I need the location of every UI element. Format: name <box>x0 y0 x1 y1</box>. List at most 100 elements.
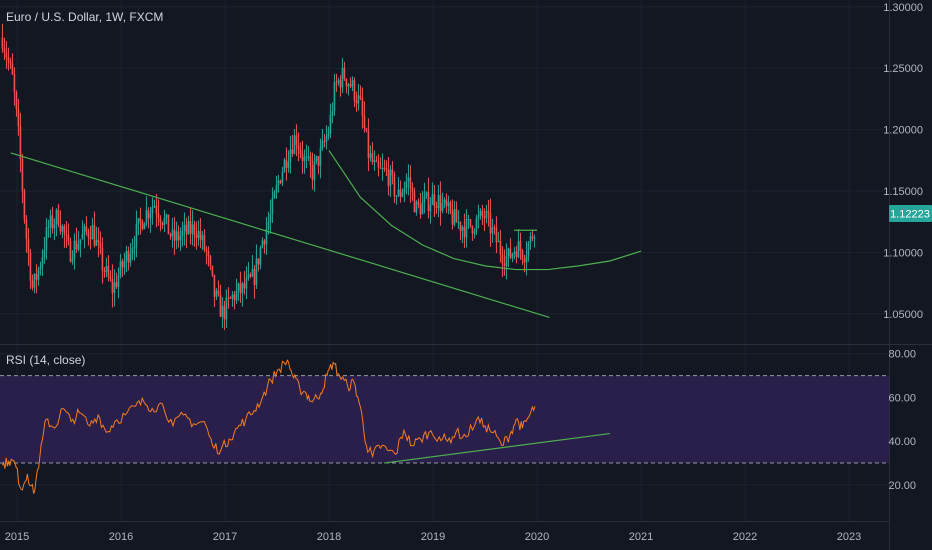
candle-body <box>301 153 304 162</box>
candle-body <box>393 175 396 197</box>
candle-body <box>97 239 100 243</box>
candle-body <box>291 149 294 154</box>
candle-body <box>381 167 384 169</box>
candle-body <box>33 273 36 288</box>
candle-body <box>359 95 362 99</box>
price-axis[interactable]: 1.30000 1.25000 1.20000 1.15000 1.10000 1.050… <box>883 2 923 321</box>
candle-body <box>439 195 442 212</box>
candle-body <box>305 156 308 158</box>
candle-body <box>399 189 402 197</box>
time-tick-label: 2016 <box>109 531 133 543</box>
candle-body <box>3 48 6 53</box>
candle-body <box>191 224 194 234</box>
candle-body <box>101 248 104 271</box>
candle-body <box>357 95 360 104</box>
rsi-band <box>0 375 889 464</box>
candle-body <box>469 219 472 227</box>
candle-body <box>27 238 30 253</box>
candle-body <box>47 227 50 229</box>
candle-body <box>237 283 240 291</box>
candle-body <box>441 203 444 212</box>
candle-body <box>307 156 310 158</box>
candle-body <box>513 251 516 254</box>
candle-body <box>261 240 264 248</box>
candle-body <box>231 294 234 299</box>
candle-body <box>419 204 422 215</box>
candle-body <box>529 236 532 244</box>
price-tick-label: 1.20000 <box>883 125 923 137</box>
candle-body <box>183 224 186 231</box>
candle-body <box>521 250 524 259</box>
candle-body <box>241 283 244 294</box>
candle-body <box>525 255 528 263</box>
candle-body <box>533 237 536 239</box>
candle-body <box>105 265 108 273</box>
candle-body <box>229 297 232 299</box>
candle-body <box>457 222 460 224</box>
candle-body <box>63 226 66 235</box>
candle-body <box>409 177 412 189</box>
rsi-tick-label: 60.00 <box>888 392 916 404</box>
candle-body <box>41 257 44 267</box>
candle-body <box>407 177 410 182</box>
candle-body <box>267 222 270 229</box>
time-axis[interactable]: 2015 2016 2017 2018 2019 2020 2021 2022 2023 <box>5 531 861 543</box>
rsi-axis[interactable]: 80.00 60.00 40.00 20.00 <box>888 349 916 492</box>
time-tick-label: 2019 <box>421 531 445 543</box>
candle-body <box>207 251 210 257</box>
rsi-trendlines <box>384 432 610 464</box>
candle-body <box>187 220 190 234</box>
candle-body <box>309 156 312 166</box>
candle-body <box>91 225 94 240</box>
candle-body <box>143 223 146 230</box>
candle-body <box>333 82 336 112</box>
candle-body <box>415 201 418 213</box>
candle-body <box>371 153 374 163</box>
candle-body <box>37 269 40 280</box>
time-tick-label: 2015 <box>5 531 29 543</box>
candle-body <box>95 239 98 246</box>
price-tick-label: 1.05000 <box>883 309 923 321</box>
candle-body <box>51 215 54 229</box>
candle-body <box>425 192 428 197</box>
candle-body <box>243 283 246 289</box>
candle-body <box>77 244 80 250</box>
price-trendlines <box>10 150 642 319</box>
candle-body <box>61 226 64 232</box>
candle-body <box>517 241 520 258</box>
candle-body <box>213 274 216 297</box>
candle-body <box>467 219 470 221</box>
candle-body <box>239 283 242 294</box>
candle-body <box>197 230 200 238</box>
time-tick-label: 2020 <box>525 531 549 543</box>
candle-body <box>325 136 328 142</box>
candle-body <box>453 209 456 225</box>
candle-body <box>315 156 318 161</box>
candle-body <box>83 226 86 235</box>
candle-body <box>289 149 292 162</box>
candle-body <box>401 192 404 197</box>
candle-body <box>199 230 202 240</box>
candle-body <box>321 140 324 148</box>
candle-body <box>85 226 88 232</box>
rsi-series <box>0 359 889 494</box>
candle-body <box>499 241 502 255</box>
candle-body <box>465 219 468 238</box>
candle-body <box>87 231 90 238</box>
candle-body <box>501 254 504 264</box>
candle-body <box>519 241 522 251</box>
candle-body <box>389 169 392 186</box>
candle-body <box>223 305 226 320</box>
candle-body <box>377 161 380 168</box>
candle-body <box>461 226 464 231</box>
candle-body <box>7 57 10 62</box>
candle-body <box>329 115 332 134</box>
candle-body <box>463 226 466 238</box>
candle-body <box>255 258 258 285</box>
candle-body <box>35 273 38 280</box>
candle-body <box>295 135 298 146</box>
rsi-title: RSI (14, close) <box>6 353 85 367</box>
candle-body <box>9 61 12 64</box>
candle-body <box>137 218 140 224</box>
candle-body <box>351 80 354 87</box>
